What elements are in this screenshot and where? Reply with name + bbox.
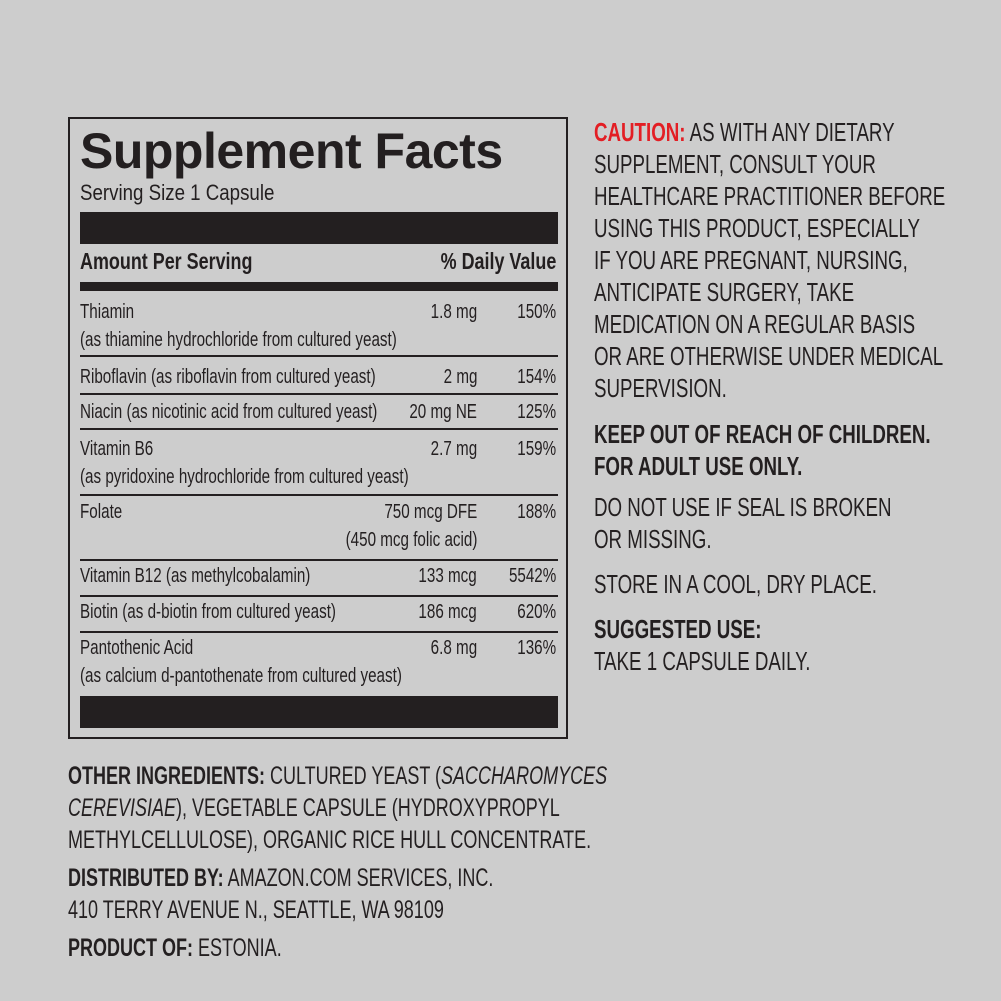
caution-text: CAUTION: AS WITH ANY DIETARY SUPPLEMENT,… bbox=[594, 116, 1001, 404]
header-amount: Amount Per Serving bbox=[80, 248, 253, 274]
nutrient-amount: 20 mg NE bbox=[409, 401, 477, 423]
nutrient-amount: 6.8 mg bbox=[430, 637, 477, 659]
divider-bar-top bbox=[80, 212, 558, 244]
nutrient-daily-value: 188% bbox=[517, 501, 556, 523]
caution-line: ANTICIPATE SURGERY, TAKE bbox=[594, 277, 855, 307]
caution-line: IF YOU ARE PREGNANT, NURSING, bbox=[594, 245, 908, 275]
suggested-use: SUGGESTED USE: TAKE 1 CAPSULE DAILY. bbox=[594, 614, 811, 676]
row-divider bbox=[80, 631, 558, 633]
nutrient-source: (as pyridoxine hydrochloride from cultur… bbox=[80, 466, 409, 488]
row-divider bbox=[80, 595, 558, 597]
nutrient-daily-value: 154% bbox=[517, 366, 556, 388]
nutrient-name: Pantothenic Acid bbox=[80, 637, 194, 659]
nutrient-daily-value: 5542% bbox=[508, 565, 556, 587]
nutrient-amount: 2.7 mg bbox=[430, 438, 477, 460]
nutrient-amount: 186 mcg bbox=[418, 601, 477, 623]
caution-line: SUPPLEMENT, CONSULT YOUR bbox=[594, 149, 876, 179]
nutrient-source: (as calcium d-pantothenate from cultured… bbox=[80, 665, 402, 687]
nutrient-amount-detail: (450 mcg folic acid) bbox=[345, 529, 477, 551]
caution-label: CAUTION: bbox=[594, 117, 686, 147]
nutrient-daily-value: 150% bbox=[517, 301, 556, 323]
nutrient-daily-value: 159% bbox=[517, 438, 556, 460]
row-divider bbox=[80, 428, 558, 430]
nutrient-source: (as thiamine hydrochloride from cultured… bbox=[80, 329, 397, 351]
nutrient-name: Vitamin B6 bbox=[80, 438, 154, 460]
row-divider bbox=[80, 355, 558, 357]
caution-line: SUPERVISION. bbox=[594, 373, 727, 403]
caution-line: OR ARE OTHERWISE UNDER MEDICAL bbox=[594, 341, 944, 371]
nutrient-name: Biotin (as d-biotin from cultured yeast) bbox=[80, 601, 336, 623]
header-daily-value: % Daily Value bbox=[440, 248, 556, 274]
storage-text: STORE IN A COOL, DRY PLACE. bbox=[594, 569, 877, 599]
keep-out-warning: KEEP OUT OF REACH OF CHILDREN. FOR ADULT… bbox=[594, 419, 931, 481]
other-ingredients: OTHER INGREDIENTS: CULTURED YEAST (SACCH… bbox=[68, 762, 608, 854]
caution-line: CAUTION: AS WITH ANY DIETARY bbox=[594, 117, 895, 147]
divider-bar-thick bbox=[80, 282, 558, 291]
nutrient-name: Riboflavin (as riboflavin from cultured … bbox=[80, 366, 376, 388]
row-divider bbox=[80, 393, 558, 395]
nutrient-name: Folate bbox=[80, 501, 123, 523]
nutrient-amount: 1.8 mg bbox=[430, 301, 477, 323]
nutrient-daily-value: 125% bbox=[517, 401, 556, 423]
nutrient-amount: 2 mg bbox=[443, 366, 477, 388]
supplement-facts-panel bbox=[68, 117, 568, 739]
divider-bar-bottom bbox=[80, 696, 558, 728]
nutrient-daily-value: 620% bbox=[517, 601, 556, 623]
row-divider bbox=[80, 494, 558, 496]
seal-warning: DO NOT USE IF SEAL IS BROKEN OR MISSING. bbox=[594, 492, 892, 554]
nutrient-name: Vitamin B12 (as methylcobalamin) bbox=[80, 565, 311, 587]
distributed-by: DISTRIBUTED BY: AMAZON.COM SERVICES, INC… bbox=[68, 864, 494, 924]
nutrient-amount: 750 mcg DFE bbox=[384, 501, 477, 523]
nutrient-name: Niacin (as nicotinic acid from cultured … bbox=[80, 401, 378, 423]
panel-title: Supplement Facts bbox=[80, 123, 503, 179]
caution-line: USING THIS PRODUCT, ESPECIALLY bbox=[594, 213, 920, 243]
row-divider bbox=[80, 559, 558, 561]
nutrient-amount: 133 mcg bbox=[418, 565, 477, 587]
nutrient-name: Thiamin bbox=[80, 301, 135, 323]
caution-line: HEALTHCARE PRACTITIONER BEFORE bbox=[594, 181, 946, 211]
caution-line: MEDICATION ON A REGULAR BASIS bbox=[594, 309, 916, 339]
serving-size: Serving Size 1 Capsule bbox=[80, 180, 275, 205]
product-of: PRODUCT OF: ESTONIA. bbox=[68, 934, 282, 962]
nutrient-daily-value: 136% bbox=[517, 637, 556, 659]
